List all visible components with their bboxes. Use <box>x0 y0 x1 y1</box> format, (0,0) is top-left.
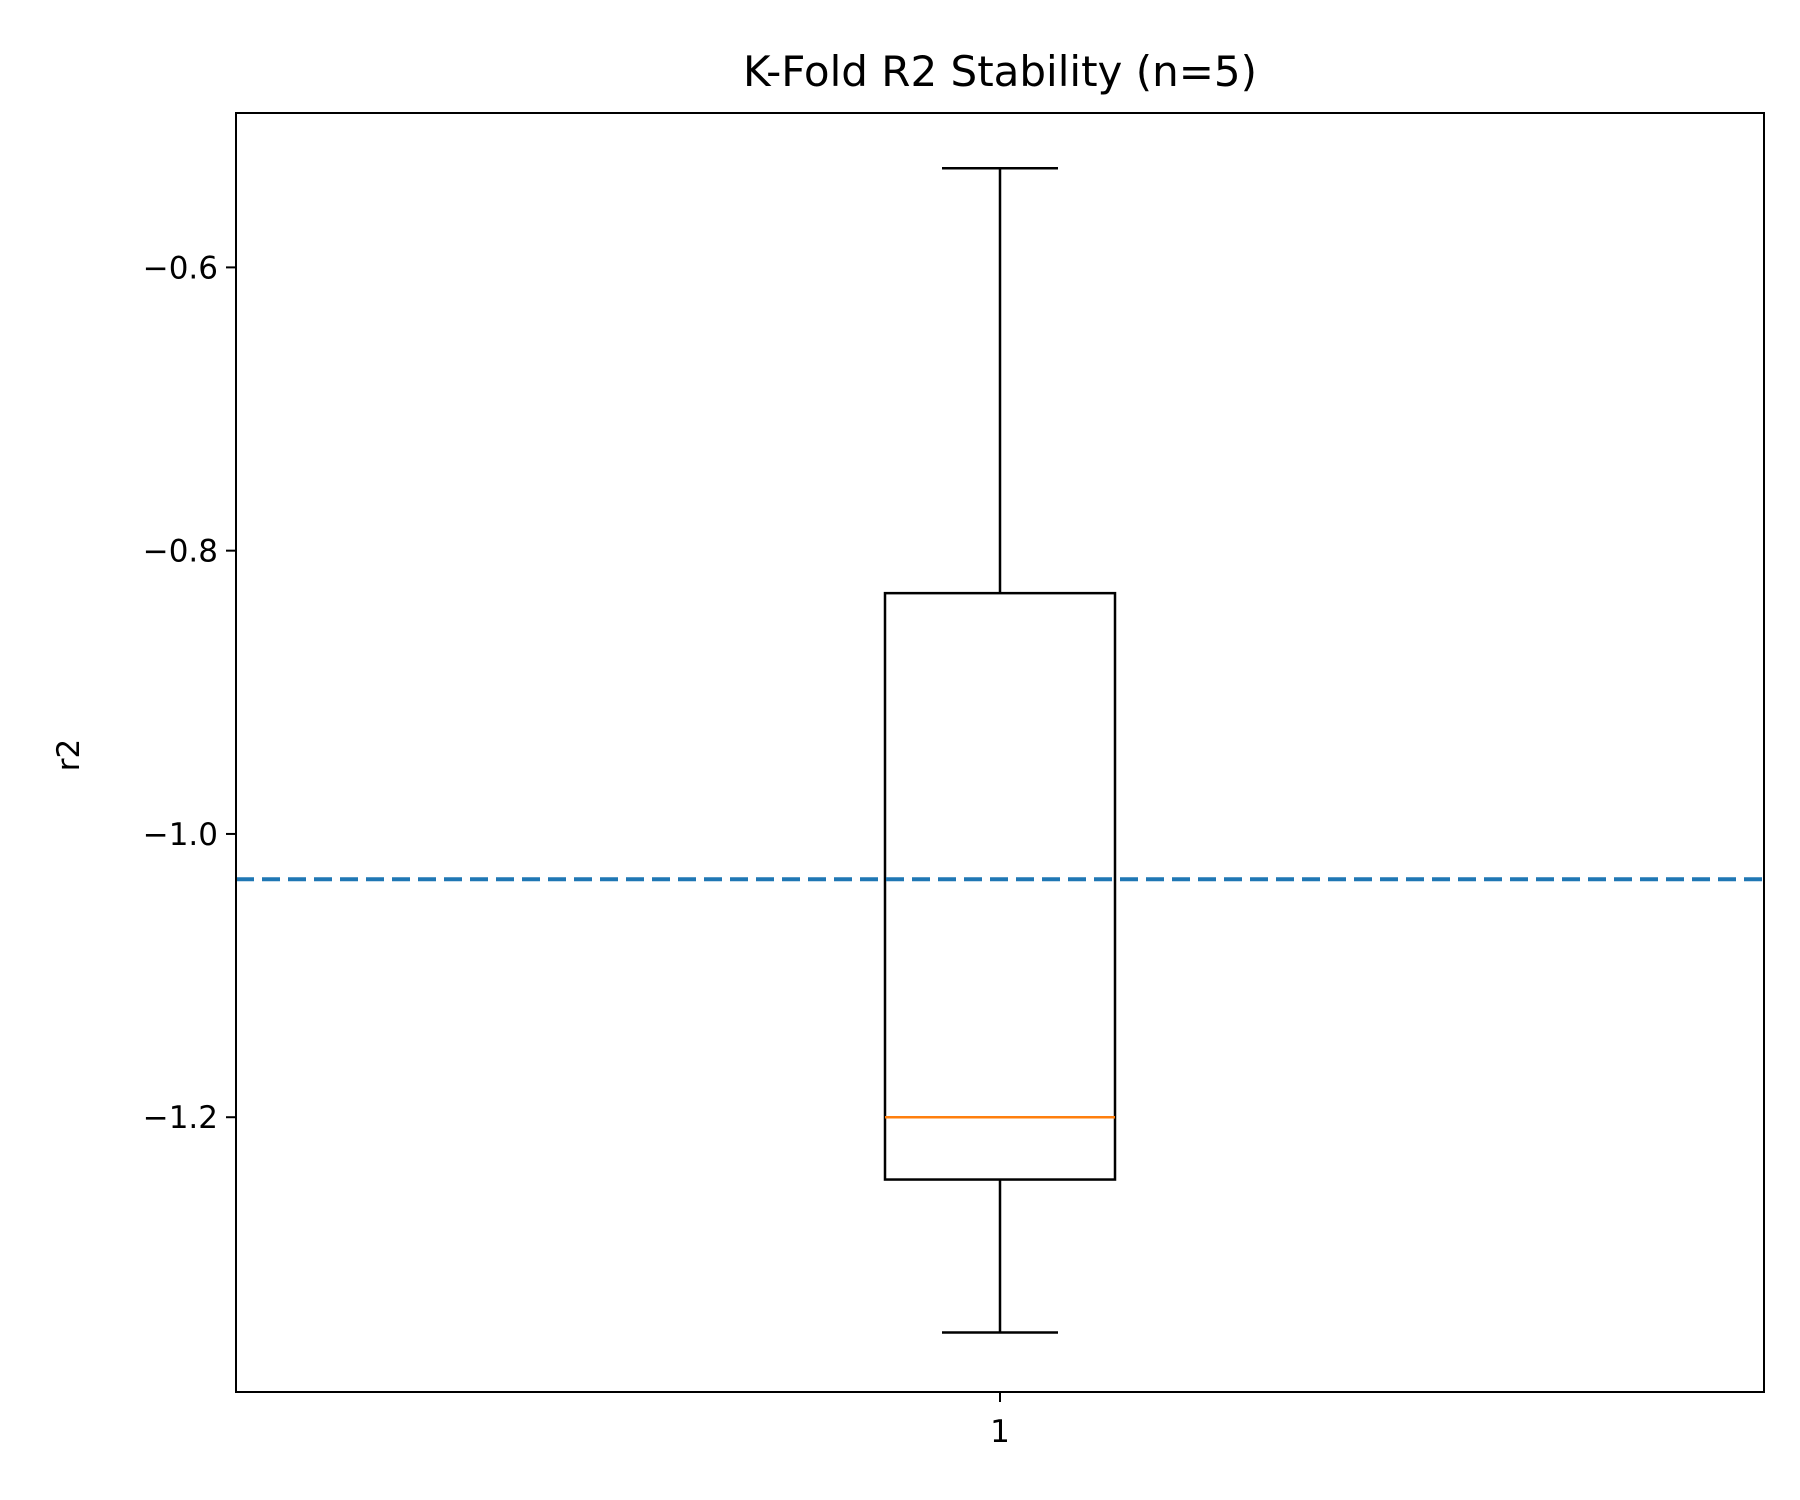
y-tick-label: −1.0 <box>143 817 218 853</box>
plot-area <box>236 166 1764 1334</box>
chart-title: K-Fold R2 Stability (n=5) <box>743 47 1257 96</box>
iqr-box <box>883 591 1117 1181</box>
y-tick-label: −0.8 <box>143 534 218 570</box>
y-tick-label: −1.2 <box>143 1100 218 1136</box>
y-tick-label: −0.6 <box>143 250 218 286</box>
y-axis-label: r2 <box>51 739 87 771</box>
x-tick-label: 1 <box>990 1414 1010 1450</box>
